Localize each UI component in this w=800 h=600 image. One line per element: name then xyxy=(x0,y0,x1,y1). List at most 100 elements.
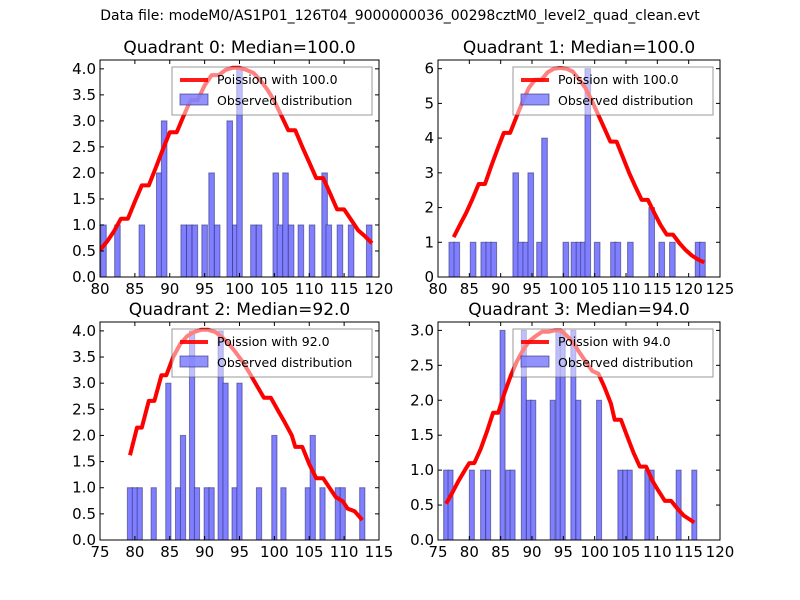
histogram-bar xyxy=(359,487,366,540)
histogram-bar xyxy=(201,224,208,277)
y-tick-label: 0.5 xyxy=(72,242,96,260)
histogram-bar xyxy=(271,434,278,540)
histogram-bar xyxy=(490,241,498,277)
y-tick-label: 6 xyxy=(424,60,434,78)
legend-bar-swatch xyxy=(179,93,209,106)
y-tick-label: 3.0 xyxy=(72,112,96,130)
histogram-bar xyxy=(485,469,492,540)
histogram-bar xyxy=(512,172,520,277)
legend-label-poisson: Poission with 100.0 xyxy=(558,72,679,87)
legend-box xyxy=(512,328,714,378)
y-tick-label: 4 xyxy=(424,129,434,147)
x-tick-label: 105 xyxy=(612,543,641,561)
histogram-bar xyxy=(648,469,655,540)
histogram-bar xyxy=(669,241,676,277)
y-tick-label: 0.0 xyxy=(410,531,434,549)
y-tick-label: 1.5 xyxy=(410,426,434,444)
legend-box xyxy=(171,66,373,116)
legend-bar-swatch xyxy=(179,355,209,368)
histogram-bar xyxy=(347,224,355,277)
y-tick-label: 1 xyxy=(424,233,434,251)
x-tick-label: 90 xyxy=(522,543,541,561)
y-tick-label: 0.0 xyxy=(72,268,96,286)
y-tick-label: 2.5 xyxy=(72,138,96,156)
x-tick-label: 85 xyxy=(160,543,179,561)
legend: Poission with 94.0 Observed distribution xyxy=(512,328,714,378)
histogram-bar xyxy=(191,224,199,277)
x-tick-label: 125 xyxy=(706,280,735,298)
legend-label-observed: Observed distribution xyxy=(558,355,693,370)
x-tick-label: 95 xyxy=(522,280,541,298)
y-tick-label: 2.5 xyxy=(410,356,434,374)
histogram-bar xyxy=(160,120,168,277)
y-tick-label: 2.0 xyxy=(410,391,434,409)
histogram-bar xyxy=(648,207,656,277)
legend-label-poisson: Poission with 94.0 xyxy=(558,334,671,349)
y-tick-label: 5 xyxy=(424,94,434,112)
x-tick-label: 105 xyxy=(580,280,609,298)
histogram-bar xyxy=(509,469,516,540)
histogram-bar xyxy=(250,224,257,277)
x-tick-label: 85 xyxy=(125,280,144,298)
legend: Poission with 100.0 Observed distribution xyxy=(512,66,714,116)
x-tick-label: 120 xyxy=(365,280,394,298)
y-tick-label: 4.0 xyxy=(72,322,96,340)
histogram-bar xyxy=(179,434,187,540)
quadrant-2-panel: Quadrant 2: Median=92.0 Poission with 92.… xyxy=(72,300,393,561)
histogram-bar xyxy=(468,469,475,540)
histogram-bar xyxy=(185,224,193,277)
histogram-bar xyxy=(226,120,234,277)
histogram-bar xyxy=(136,487,143,540)
histogram-bar xyxy=(499,329,506,540)
axes-frame xyxy=(437,59,721,278)
histogram-bar xyxy=(541,137,548,277)
x-tick-label: 110 xyxy=(330,543,359,561)
y-tick-label: 3.5 xyxy=(72,86,96,104)
x-tick-label: 75 xyxy=(90,543,109,561)
x-tick-label: 85 xyxy=(491,543,510,561)
histogram-bar xyxy=(280,487,287,540)
quadrant-3-panel: Quadrant 3: Median=94.0 Poission with 94.… xyxy=(410,300,734,561)
histogram-bar xyxy=(480,469,487,540)
legend-label-poisson: Poission with 100.0 xyxy=(217,72,338,87)
histogram-bar xyxy=(208,487,215,540)
histogram-bar xyxy=(255,487,263,540)
panel-title: Quadrant 0: Median=100.0 xyxy=(123,38,355,58)
histogram-bar xyxy=(213,224,221,277)
x-tick-label: 105 xyxy=(260,280,289,298)
histogram-bar xyxy=(658,241,666,277)
legend-box xyxy=(512,66,714,116)
histogram-bar xyxy=(562,241,570,277)
legend: Poission with 100.0 Observed distribution xyxy=(171,66,373,116)
y-tick-label: 0 xyxy=(424,268,434,286)
x-tick-label: 100 xyxy=(225,280,254,298)
histogram-bar xyxy=(165,382,172,540)
y-tick-label: 2 xyxy=(424,199,434,217)
panel-title: Quadrant 3: Median=94.0 xyxy=(468,300,690,320)
histogram-bar xyxy=(627,241,634,277)
histogram-bar xyxy=(365,224,373,277)
y-tick-label: 4.0 xyxy=(72,60,96,78)
y-tick-label: 0.0 xyxy=(72,531,96,549)
histogram-bar xyxy=(193,487,201,540)
x-tick-label: 80 xyxy=(460,543,479,561)
histogram-bar xyxy=(549,399,556,540)
histogram-bar xyxy=(336,224,344,277)
x-tick-label: 105 xyxy=(295,543,324,561)
x-tick-label: 90 xyxy=(160,280,179,298)
histogram-bar xyxy=(308,224,316,277)
histogram-bar xyxy=(208,172,215,277)
x-tick-label: 100 xyxy=(549,280,578,298)
histogram-bar xyxy=(596,399,603,540)
x-tick-label: 115 xyxy=(365,543,394,561)
figure-title: Data file: modeM0/AS1P01_126T04_90000000… xyxy=(100,8,700,24)
plot-area xyxy=(443,328,698,540)
y-tick-label: 2.0 xyxy=(72,164,96,182)
x-tick-label: 95 xyxy=(195,280,214,298)
histogram-bar xyxy=(325,224,333,277)
histogram-bar xyxy=(530,399,537,540)
histogram-bar xyxy=(447,469,454,540)
histogram-bar xyxy=(255,224,263,277)
y-tick-label: 0.5 xyxy=(410,496,434,514)
